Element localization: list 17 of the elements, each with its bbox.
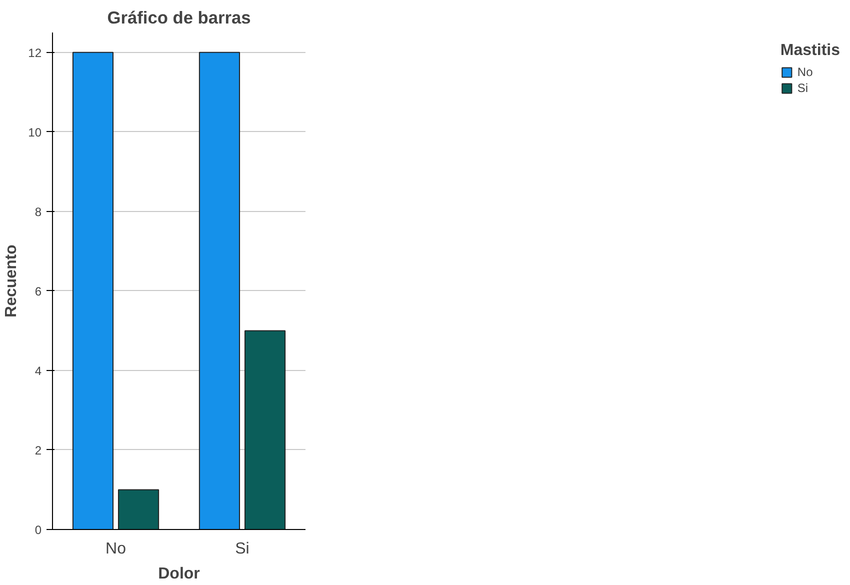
legend-label: No (797, 65, 814, 79)
bar (118, 489, 160, 530)
bar (198, 52, 240, 530)
y-tick-label: 8 (34, 204, 42, 219)
legend-label: Si (797, 81, 810, 95)
y-axis-title: Recuento (3, 244, 20, 318)
x-axis-title: Dolor (158, 566, 200, 582)
legend-title: Mastitis (780, 42, 840, 60)
y-tick-label: 0 (34, 523, 42, 537)
bar (244, 330, 286, 530)
bar (72, 52, 114, 530)
chart-title: Gráfico de barras (107, 8, 251, 28)
y-tick-label: 6 (34, 284, 42, 298)
y-tick-label: 12 (28, 46, 42, 60)
y-tick-label: 10 (28, 125, 42, 140)
y-tick-label: 2 (34, 443, 42, 458)
y-tick-label: 4 (34, 364, 42, 378)
